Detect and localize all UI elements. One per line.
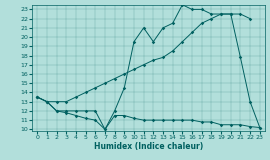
X-axis label: Humidex (Indice chaleur): Humidex (Indice chaleur): [94, 142, 203, 151]
